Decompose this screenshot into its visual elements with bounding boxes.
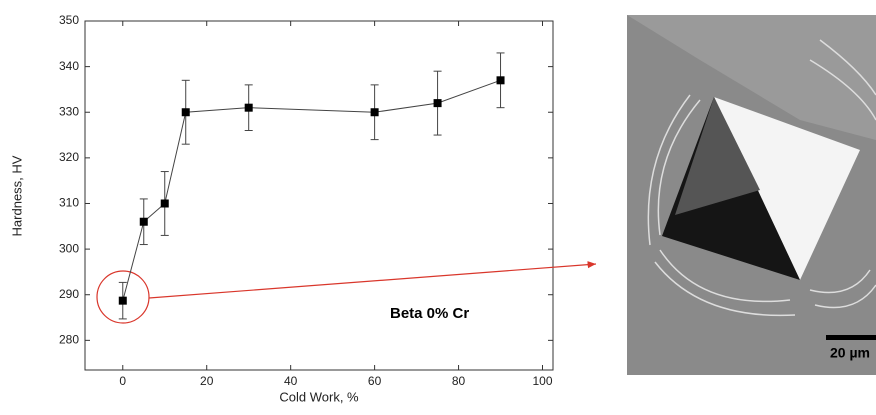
marker	[139, 217, 148, 226]
x-tick-label: 80	[452, 374, 466, 388]
marker	[244, 103, 253, 112]
y-tick-label: 310	[59, 196, 79, 210]
micrograph: 20 µm	[627, 15, 876, 375]
marker	[370, 108, 379, 117]
x-axis-label: Cold Work, %	[279, 389, 359, 404]
y-tick-label: 350	[59, 13, 79, 27]
highlight-circle	[96, 270, 150, 324]
x-tick-label: 60	[368, 374, 382, 388]
arrow	[148, 261, 597, 299]
y-tick-label: 280	[59, 333, 79, 347]
annotation: Beta 0% Cr	[390, 305, 469, 322]
marker	[181, 108, 190, 117]
y-tick-label: 320	[59, 150, 79, 164]
x-tick-label: 40	[284, 374, 298, 388]
plot-frame	[84, 20, 554, 371]
scale-bar-label: 20 µm	[830, 345, 870, 361]
marker	[118, 296, 127, 305]
x-tick-label: 100	[532, 374, 552, 388]
x-tick-label: 0	[119, 374, 126, 388]
y-tick-label: 340	[59, 59, 79, 73]
data-line	[122, 79, 501, 301]
x-tick-label: 20	[200, 374, 214, 388]
marker	[433, 99, 442, 108]
y-tick-label: 300	[59, 241, 79, 255]
y-tick-label: 330	[59, 104, 79, 118]
marker	[160, 199, 169, 208]
y-tick-label: 290	[59, 287, 79, 301]
marker	[496, 76, 505, 85]
y-axis-label: Hardness, HV	[9, 155, 24, 236]
